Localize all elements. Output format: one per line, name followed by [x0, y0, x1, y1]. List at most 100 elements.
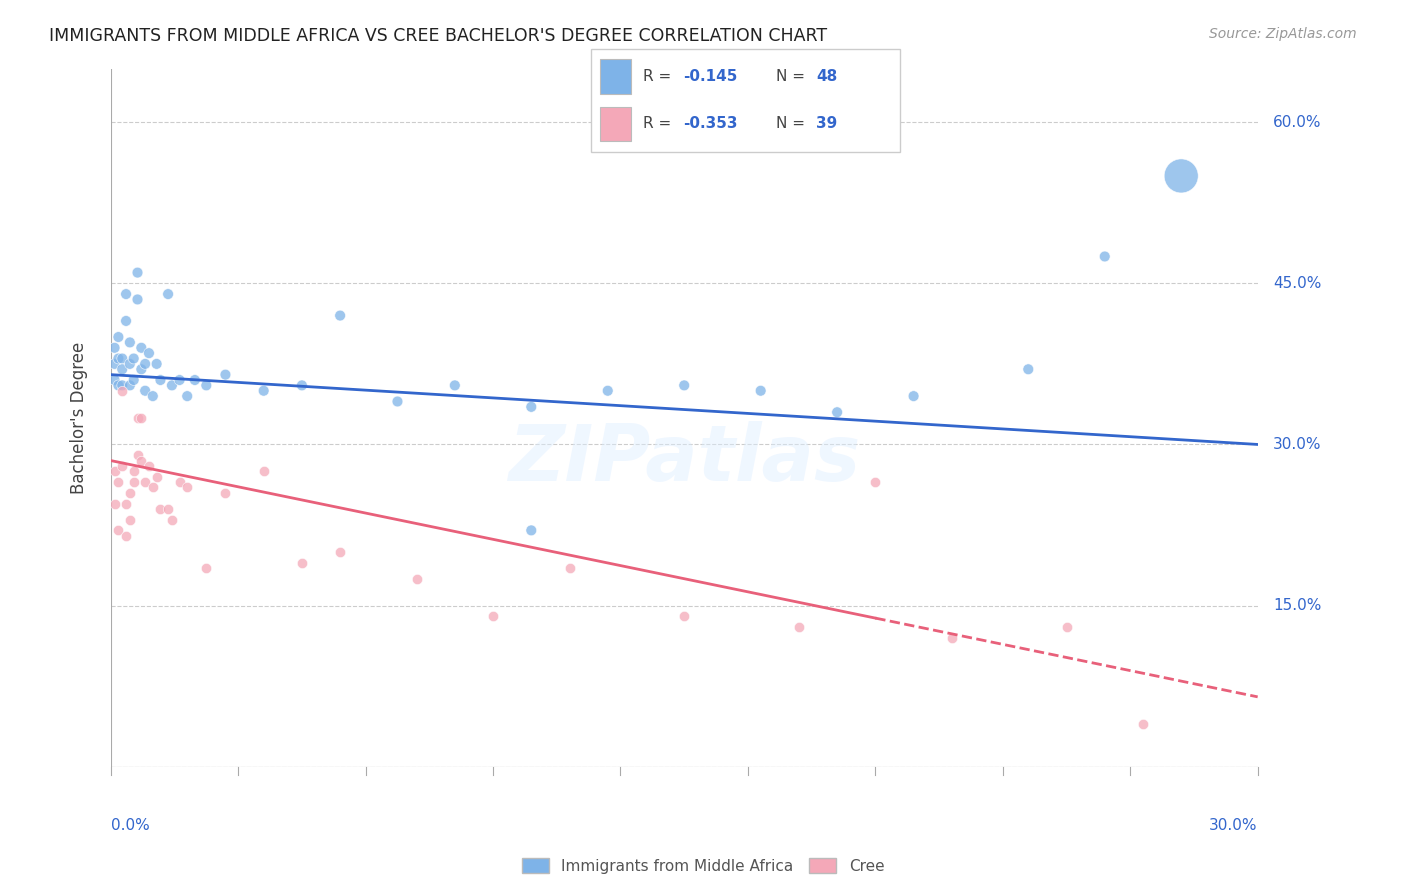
Text: -0.353: -0.353	[683, 117, 738, 131]
Point	[127, 448, 149, 462]
Legend: Immigrants from Middle Africa, Cree: Immigrants from Middle Africa, Cree	[516, 852, 890, 880]
Point	[103, 357, 125, 371]
Point	[127, 410, 149, 425]
FancyBboxPatch shape	[600, 59, 631, 95]
Point	[118, 357, 141, 371]
Text: R =: R =	[643, 70, 676, 84]
Point	[134, 357, 156, 371]
Point	[673, 378, 696, 392]
Point	[118, 378, 141, 392]
Point	[558, 561, 581, 575]
Point	[1132, 716, 1154, 731]
Point	[149, 373, 172, 387]
Point	[825, 405, 848, 419]
Point	[111, 362, 134, 376]
Point	[118, 485, 141, 500]
Text: ZIPatlas: ZIPatlas	[508, 422, 860, 498]
Point	[787, 620, 810, 634]
Text: Source: ZipAtlas.com: Source: ZipAtlas.com	[1209, 27, 1357, 41]
Point	[169, 373, 191, 387]
Point	[329, 545, 352, 559]
Text: 30.0%: 30.0%	[1209, 818, 1258, 833]
Point	[122, 464, 145, 478]
Point	[941, 631, 963, 645]
Point	[107, 524, 129, 538]
Point	[482, 609, 505, 624]
Point	[142, 389, 165, 403]
Text: 45.0%: 45.0%	[1272, 276, 1322, 291]
Point	[103, 496, 125, 510]
Text: IMMIGRANTS FROM MIDDLE AFRICA VS CREE BACHELOR'S DEGREE CORRELATION CHART: IMMIGRANTS FROM MIDDLE AFRICA VS CREE BA…	[49, 27, 827, 45]
Point	[160, 378, 183, 392]
Text: 15.0%: 15.0%	[1272, 598, 1322, 613]
Point	[127, 293, 149, 307]
Point	[673, 609, 696, 624]
Point	[387, 394, 409, 409]
Point	[145, 357, 167, 371]
Text: 60.0%: 60.0%	[1272, 115, 1322, 129]
Point	[291, 378, 314, 392]
Point	[405, 572, 427, 586]
Point	[107, 330, 129, 344]
Point	[1094, 250, 1116, 264]
Text: R =: R =	[643, 117, 676, 131]
Point	[142, 480, 165, 494]
Point	[214, 368, 236, 382]
Point	[145, 469, 167, 483]
Point	[329, 309, 352, 323]
Text: 39: 39	[817, 117, 838, 131]
Text: 48: 48	[817, 70, 838, 84]
Point	[157, 287, 180, 301]
Text: N =: N =	[776, 117, 810, 131]
Point	[1056, 620, 1078, 634]
Point	[115, 314, 138, 328]
Point	[115, 529, 138, 543]
Point	[253, 464, 276, 478]
Point	[149, 502, 172, 516]
Point	[1017, 362, 1039, 376]
Point	[749, 384, 772, 398]
Point	[184, 373, 207, 387]
Point	[131, 453, 153, 467]
Point	[520, 524, 543, 538]
FancyBboxPatch shape	[600, 106, 631, 141]
Point	[131, 341, 153, 355]
Point	[138, 346, 160, 360]
Point	[131, 410, 153, 425]
Point	[131, 362, 153, 376]
Point	[118, 335, 141, 350]
Point	[111, 378, 134, 392]
Text: -0.145: -0.145	[683, 70, 738, 84]
Point	[157, 502, 180, 516]
Point	[138, 458, 160, 473]
Point	[134, 384, 156, 398]
Point	[122, 351, 145, 366]
Point	[122, 373, 145, 387]
Point	[111, 458, 134, 473]
Point	[443, 378, 465, 392]
Point	[520, 400, 543, 414]
Point	[169, 475, 191, 489]
Point	[115, 496, 138, 510]
Point	[160, 513, 183, 527]
Point	[103, 373, 125, 387]
Point	[596, 384, 619, 398]
Text: 0.0%: 0.0%	[111, 818, 149, 833]
Point	[127, 266, 149, 280]
Point	[107, 475, 129, 489]
Point	[214, 485, 236, 500]
Point	[253, 384, 276, 398]
Point	[103, 341, 125, 355]
Point	[111, 384, 134, 398]
Point	[107, 351, 129, 366]
Point	[195, 378, 218, 392]
Text: Bachelor's Degree: Bachelor's Degree	[70, 342, 87, 494]
Point	[107, 378, 129, 392]
Point	[195, 561, 218, 575]
Point	[176, 480, 198, 494]
Point	[903, 389, 925, 403]
Point	[122, 475, 145, 489]
Point	[118, 513, 141, 527]
Point	[291, 556, 314, 570]
Point	[103, 464, 125, 478]
